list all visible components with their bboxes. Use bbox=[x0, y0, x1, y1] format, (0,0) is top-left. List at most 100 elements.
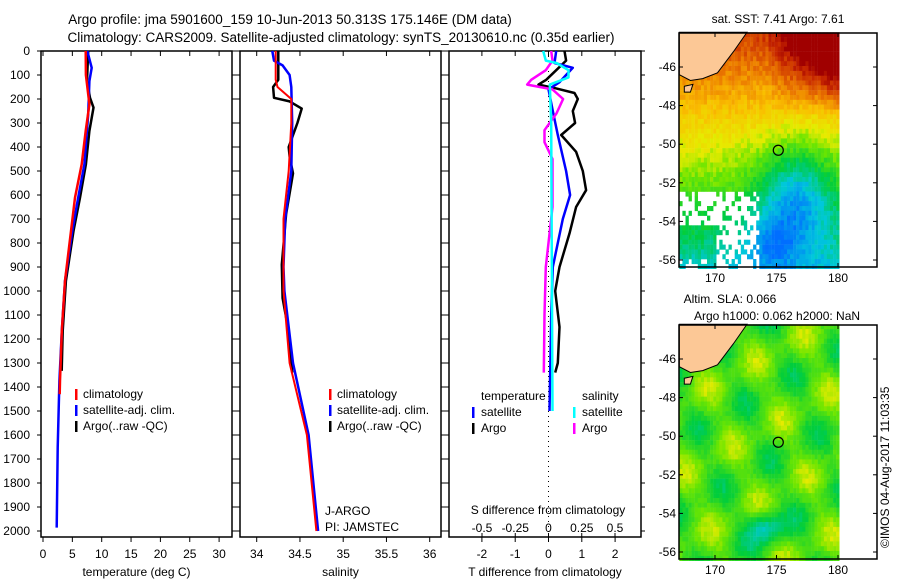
map-cell bbox=[777, 148, 781, 154]
map-cell bbox=[728, 435, 732, 441]
map-cell bbox=[707, 541, 711, 547]
map-cell bbox=[777, 396, 781, 402]
map-cell bbox=[768, 353, 772, 359]
map-cell bbox=[793, 425, 797, 431]
map-cell bbox=[710, 239, 714, 245]
map-cell bbox=[710, 162, 714, 168]
map-cell bbox=[805, 435, 809, 441]
map-cell bbox=[787, 37, 791, 43]
map-cell bbox=[734, 123, 738, 129]
map-cell bbox=[790, 41, 794, 47]
map-cell bbox=[830, 415, 834, 421]
map-cell bbox=[731, 157, 735, 163]
map-cell bbox=[743, 551, 748, 557]
map-cell bbox=[774, 181, 778, 187]
map-cell bbox=[750, 143, 754, 149]
map-cell bbox=[774, 225, 778, 231]
x-tick-label: 20 bbox=[154, 547, 168, 561]
map-cell bbox=[820, 358, 825, 364]
map-cell bbox=[703, 444, 708, 450]
map-cell bbox=[830, 329, 834, 335]
map-cell bbox=[790, 459, 794, 465]
map-cell bbox=[737, 454, 742, 460]
map-cell bbox=[826, 109, 831, 115]
map-cell bbox=[780, 181, 785, 187]
map-cell bbox=[697, 449, 702, 455]
map-cell bbox=[737, 358, 742, 364]
map-cell bbox=[728, 362, 732, 368]
map-cell bbox=[682, 162, 686, 168]
map-cell bbox=[737, 172, 742, 178]
map-cell bbox=[707, 498, 711, 504]
map-cell bbox=[771, 85, 775, 91]
map-cell bbox=[722, 420, 726, 426]
map-cell bbox=[774, 541, 778, 547]
map-cell bbox=[750, 119, 754, 125]
map-cell bbox=[707, 259, 711, 265]
map-cell bbox=[728, 80, 732, 86]
map-cell bbox=[777, 41, 781, 47]
map-cell bbox=[719, 401, 723, 407]
map-cell bbox=[750, 444, 754, 450]
map-cell bbox=[679, 143, 683, 149]
map-cell bbox=[787, 201, 791, 207]
map-cell bbox=[756, 444, 760, 450]
map-cell bbox=[753, 75, 757, 81]
map-cell bbox=[793, 61, 797, 67]
map-cell bbox=[774, 191, 778, 197]
map-cell bbox=[783, 80, 788, 86]
map-cell bbox=[771, 152, 775, 158]
map-cell bbox=[820, 425, 825, 431]
map-cell bbox=[685, 459, 689, 465]
map-cell bbox=[823, 440, 828, 446]
map-cell bbox=[743, 401, 748, 407]
map-cell bbox=[725, 162, 729, 168]
map-cell bbox=[817, 343, 821, 349]
map-cell bbox=[805, 444, 809, 450]
map-cell bbox=[787, 546, 791, 552]
map-cell bbox=[805, 172, 809, 178]
map-cell bbox=[774, 66, 778, 72]
map-cell bbox=[747, 172, 751, 178]
map-cell bbox=[808, 464, 812, 470]
map-cell bbox=[697, 420, 702, 426]
map-cell bbox=[826, 85, 831, 91]
map-cell bbox=[805, 324, 809, 330]
map-cell bbox=[780, 329, 785, 335]
map-cell bbox=[826, 143, 831, 149]
map-cell bbox=[703, 85, 708, 91]
map-cell bbox=[814, 56, 818, 62]
map-cell bbox=[765, 75, 769, 81]
map-cell bbox=[826, 488, 831, 494]
map-cell bbox=[805, 133, 809, 139]
map-cell bbox=[808, 61, 812, 67]
map-cell bbox=[740, 338, 745, 344]
map-cell bbox=[811, 104, 815, 110]
map-cell bbox=[805, 167, 809, 173]
map-cell bbox=[753, 478, 757, 484]
map-cell bbox=[814, 70, 818, 76]
map-cell bbox=[799, 196, 803, 202]
lat-tick-label: -52 bbox=[659, 176, 677, 190]
map-cell bbox=[774, 493, 778, 499]
map-title: sat. SST: 7.41 Argo: 7.61 bbox=[712, 12, 845, 26]
map-cell bbox=[817, 234, 821, 240]
map-cell bbox=[799, 415, 803, 421]
map-cell bbox=[694, 406, 698, 412]
map-cell bbox=[759, 148, 763, 154]
map-cell bbox=[691, 507, 695, 513]
map-cell bbox=[796, 172, 800, 178]
map-cell bbox=[737, 259, 742, 265]
map-cell bbox=[830, 382, 834, 388]
map-cell bbox=[734, 358, 738, 364]
map-cell bbox=[783, 32, 788, 38]
map-cell bbox=[691, 99, 695, 105]
map-cell bbox=[747, 119, 751, 125]
map-cell bbox=[707, 367, 711, 373]
map-cell bbox=[737, 377, 742, 383]
map-cell bbox=[826, 473, 831, 479]
map-cell bbox=[725, 143, 729, 149]
map-cell bbox=[777, 95, 781, 101]
map-cell bbox=[691, 488, 695, 494]
map-cell bbox=[787, 172, 791, 178]
